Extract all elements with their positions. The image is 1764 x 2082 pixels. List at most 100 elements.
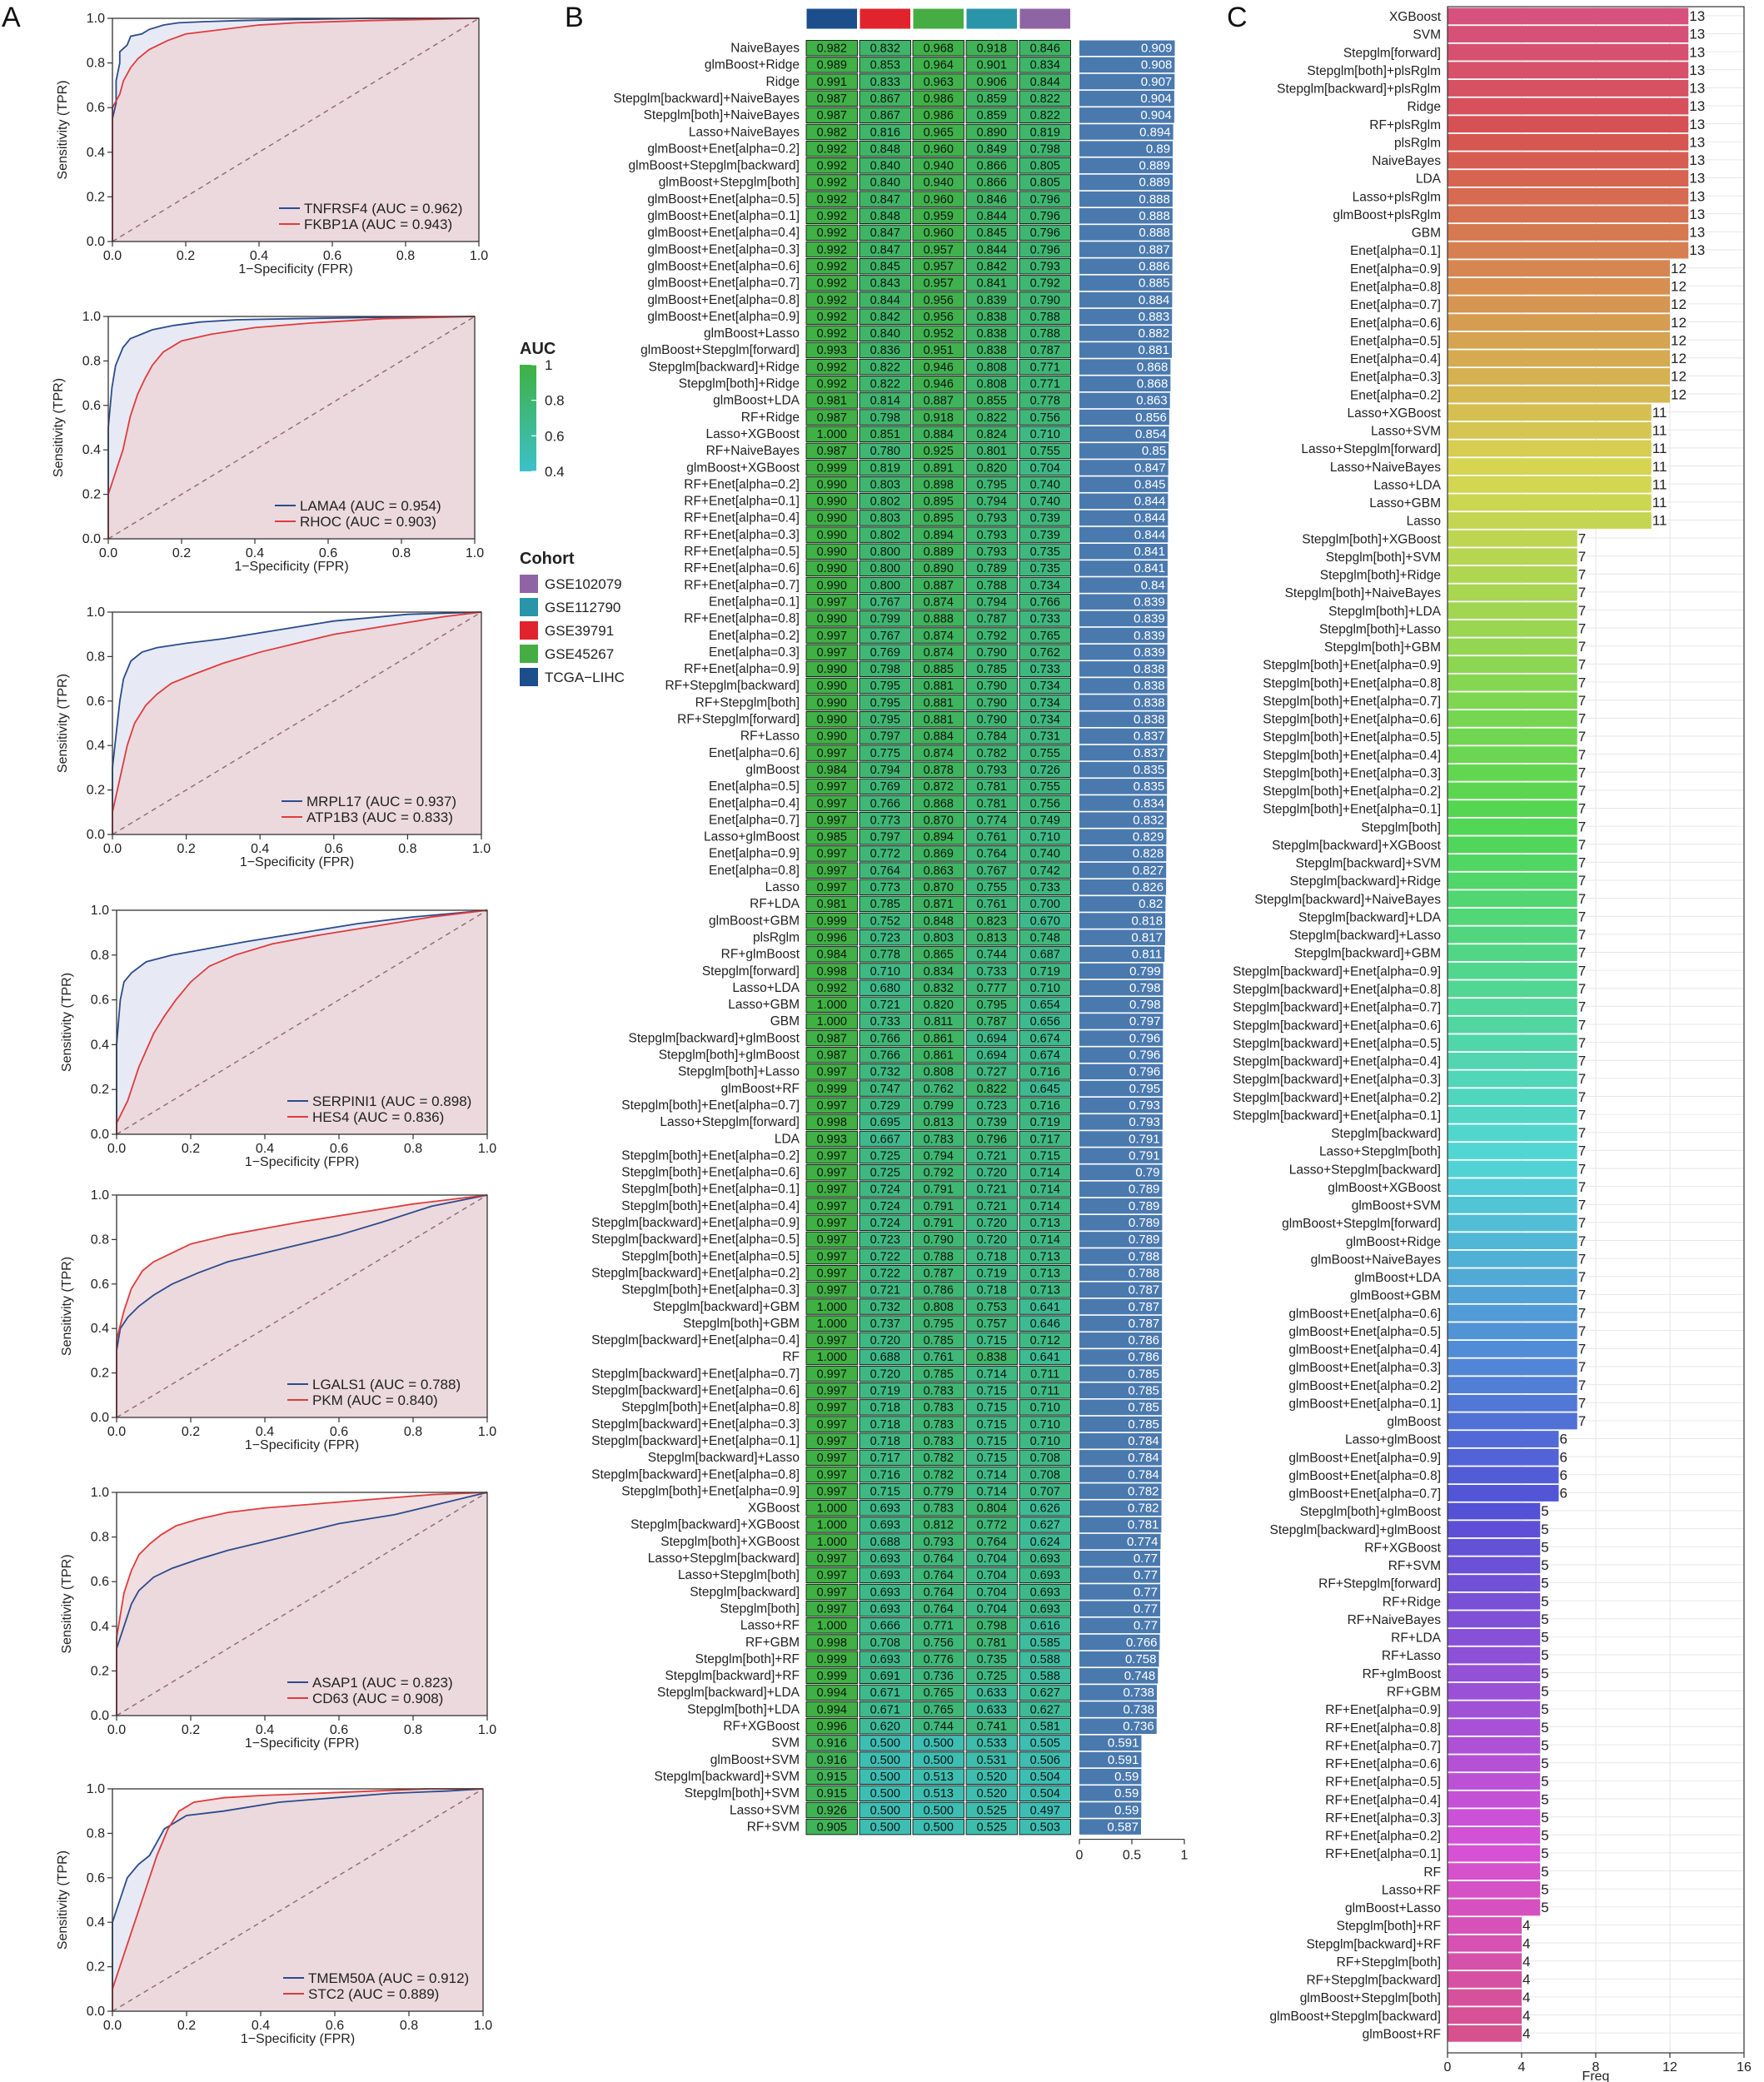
heatmap-row-label: glmBoost+Lasso	[704, 326, 800, 341]
heatmap-cell-value: 0.990	[817, 663, 847, 676]
mean-auc-bar	[1079, 157, 1174, 174]
mean-auc-label: 0.894	[1139, 125, 1171, 139]
heatmap-cell-value: 0.863	[924, 864, 954, 878]
freq-row-label: Enet[alpha=0.5]	[1350, 334, 1441, 348]
heatmap-cell	[1019, 677, 1071, 695]
mean-auc-bar	[1079, 1533, 1161, 1550]
heatmap-row-label: glmBoost+Stepglm[backward]	[629, 159, 800, 173]
heatmap-cell-value: 0.721	[977, 1200, 1007, 1213]
freq-bar	[1448, 1592, 1541, 1610]
panel-label-a: A	[2, 2, 21, 33]
freq-value-label: 13	[1689, 207, 1705, 222]
freq-row-label: Lasso+RF	[1382, 1883, 1441, 1897]
heatmap-cell-value: 0.724	[870, 1183, 900, 1197]
mean-auc-bar	[1079, 124, 1174, 140]
mean-auc-label: 0.77	[1134, 1601, 1158, 1616]
heatmap-cell-value: 0.749	[1030, 814, 1060, 827]
heatmap-cell	[965, 308, 1018, 325]
heatmap-cell-value: 0.997	[817, 1602, 847, 1616]
freq-value-label: 13	[1689, 98, 1705, 114]
heatmap-cell-value: 0.992	[817, 210, 847, 223]
freq-bar	[1448, 1845, 1541, 1862]
heatmap-cell	[859, 191, 911, 207]
heatmap-cell-value: 0.795	[870, 680, 900, 693]
freq-row-label: glmBoost+plsRglm	[1333, 208, 1441, 222]
freq-bar	[1448, 872, 1577, 889]
freq-bar	[1448, 1233, 1577, 1250]
heatmap-cell-value: 0.997	[817, 1586, 847, 1599]
freq-bar	[1448, 1448, 1559, 1466]
heatmap-cell-value: 0.761	[924, 1351, 954, 1364]
heatmap-cell-value: 0.996	[817, 1721, 847, 1734]
heatmap-cell	[805, 275, 858, 291]
mean-auc-bar	[1079, 979, 1164, 996]
heatmap-cell	[859, 1785, 911, 1802]
heatmap-row-label: glmBoost+Stepglm[forward]	[640, 343, 800, 357]
mean-auc-label: 0.881	[1138, 343, 1169, 357]
heatmap-cell	[912, 761, 964, 778]
freq-bar	[1448, 206, 1689, 223]
freq-bar	[1448, 1736, 1541, 1754]
heatmap-cell	[965, 1517, 1018, 1533]
x-axis-title: 1−Specificity (FPR)	[241, 2032, 355, 2046]
heatmap-cell-value: 0.506	[1030, 1754, 1060, 1767]
heatmap-cell-value: 0.641	[1030, 1301, 1060, 1314]
heatmap-cell	[912, 1768, 964, 1785]
heatmap-cell-value: 0.987	[817, 109, 847, 122]
heatmap-cell-value: 0.803	[870, 478, 900, 491]
heatmap-cell	[805, 224, 858, 242]
heatmap-cell	[805, 258, 858, 275]
heatmap-cell	[912, 1449, 964, 1467]
heatmap-cell-value: 0.710	[1030, 1418, 1060, 1432]
heatmap-row-label: Enet[alpha=0.3]	[709, 645, 800, 660]
heatmap-cell-value: 0.708	[1030, 1468, 1060, 1482]
heatmap-cell-value: 0.747	[870, 1083, 900, 1096]
heatmap-cell	[1019, 493, 1071, 510]
freq-row-label: Enet[alpha=0.2]	[1350, 388, 1441, 402]
heatmap-cell	[859, 560, 911, 577]
heatmap-cell-value: 0.951	[924, 344, 954, 357]
heatmap-cell-value: 0.778	[1030, 395, 1060, 408]
heatmap-cell-value: 0.707	[1030, 1485, 1060, 1498]
heatmap-cell-value: 0.720	[977, 1233, 1007, 1247]
heatmap-cell-value: 0.624	[1030, 1536, 1060, 1549]
freq-bar	[1448, 1016, 1577, 1034]
heatmap-cell	[965, 258, 1018, 275]
heatmap-cell-value: 0.503	[1030, 1821, 1060, 1834]
heatmap-cell	[859, 1735, 911, 1751]
heatmap-cell-value: 0.755	[977, 881, 1007, 894]
freq-row-label: Stepglm[backward]+Enet[alpha=0.1]	[1233, 1108, 1441, 1123]
freq-bar	[1448, 1431, 1559, 1447]
heatmap-cell	[805, 1130, 858, 1148]
heatmap-cell-value: 1.000	[817, 1536, 847, 1549]
heatmap-cell-value: 0.800	[870, 562, 900, 575]
heatmap-cell-value: 0.836	[870, 344, 900, 357]
mean-auc-label: 0.787	[1129, 1283, 1160, 1298]
heatmap-cell	[805, 241, 858, 258]
heatmap-row-label: GBM	[770, 1014, 800, 1029]
auc-legend-title: AUC	[520, 340, 556, 358]
freq-bar	[1448, 1106, 1577, 1123]
heatmap-cell	[965, 1600, 1018, 1617]
roc-curve	[112, 611, 482, 834]
heatmap-cell-value: 0.718	[870, 1402, 900, 1415]
heatmap-cell	[965, 778, 1018, 795]
roc-legend-label: LGALS1 (AUC = 0.788)	[312, 1377, 461, 1392]
freq-bar	[1448, 1719, 1541, 1736]
heatmap-cell	[965, 1315, 1018, 1332]
heatmap-cell	[912, 1751, 964, 1768]
freq-value-label: 7	[1578, 585, 1586, 600]
heatmap-cell-value: 0.735	[977, 1653, 1007, 1666]
mean-auc-bar	[1079, 275, 1173, 291]
heatmap-cell	[805, 1801, 858, 1819]
heatmap-cell	[1019, 895, 1071, 913]
freq-bar	[1448, 26, 1689, 42]
heatmap-cell	[1019, 1751, 1071, 1768]
freq-bar	[1448, 908, 1577, 925]
heatmap-cell	[912, 442, 964, 460]
heatmap-cell-value: 0.797	[870, 831, 900, 844]
heatmap-cell-value: 0.713	[1030, 1217, 1060, 1230]
heatmap-cell	[912, 40, 964, 57]
x-tick-label: 0.2	[182, 1723, 200, 1737]
heatmap-cell-value: 0.693	[870, 1602, 900, 1616]
